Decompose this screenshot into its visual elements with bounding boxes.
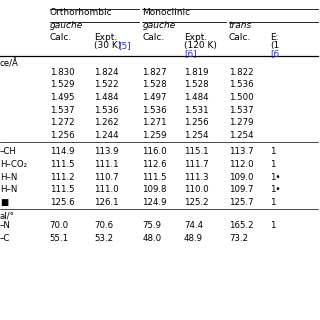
- Text: 125.6: 125.6: [50, 198, 74, 207]
- Text: 1.484: 1.484: [94, 93, 119, 102]
- Text: gauche: gauche: [50, 20, 83, 29]
- Text: (1: (1: [270, 41, 280, 50]
- Text: 1.819: 1.819: [184, 68, 209, 77]
- Text: 70.6: 70.6: [94, 221, 114, 230]
- Text: 1.531: 1.531: [184, 106, 209, 115]
- Text: 1: 1: [270, 160, 276, 169]
- Text: 114.9: 114.9: [50, 147, 74, 156]
- Text: 48.9: 48.9: [184, 234, 203, 243]
- Text: 111.0: 111.0: [94, 185, 119, 194]
- Text: ■: ■: [0, 198, 8, 207]
- Text: 111.5: 111.5: [50, 185, 74, 194]
- Text: 1.497: 1.497: [142, 93, 167, 102]
- Text: 1.822: 1.822: [229, 68, 253, 77]
- Text: 125.7: 125.7: [229, 198, 253, 207]
- Text: 113.9: 113.9: [94, 147, 119, 156]
- Text: 111.7: 111.7: [184, 160, 209, 169]
- Text: 1: 1: [270, 147, 276, 156]
- Text: 75.9: 75.9: [142, 221, 161, 230]
- Text: 1.537: 1.537: [229, 106, 253, 115]
- Text: 70.0: 70.0: [50, 221, 69, 230]
- Text: 1.495: 1.495: [50, 93, 74, 102]
- Text: 55.1: 55.1: [50, 234, 69, 243]
- Text: 126.1: 126.1: [94, 198, 119, 207]
- Text: 1.528: 1.528: [142, 81, 167, 90]
- Text: 125.2: 125.2: [184, 198, 209, 207]
- Text: [6: [6: [270, 50, 280, 59]
- Text: 1.529: 1.529: [50, 81, 74, 90]
- Text: 1•: 1•: [270, 172, 281, 181]
- Text: 1.259: 1.259: [142, 131, 167, 140]
- Text: 1.536: 1.536: [142, 106, 167, 115]
- Text: 1.500: 1.500: [229, 93, 253, 102]
- Text: 1.827: 1.827: [142, 68, 167, 77]
- Text: 112.6: 112.6: [142, 160, 167, 169]
- Text: 111.5: 111.5: [142, 172, 167, 181]
- Text: al/°: al/°: [0, 212, 15, 221]
- Text: H–N: H–N: [0, 185, 17, 194]
- Text: 1.254: 1.254: [229, 131, 253, 140]
- Text: 1: 1: [270, 221, 276, 230]
- Text: 165.2: 165.2: [229, 221, 253, 230]
- Text: –C: –C: [0, 234, 10, 243]
- Text: 53.2: 53.2: [94, 234, 114, 243]
- Text: 73.2: 73.2: [229, 234, 248, 243]
- Text: 1.824: 1.824: [94, 68, 119, 77]
- Text: –N: –N: [0, 221, 11, 230]
- Text: 48.0: 48.0: [142, 234, 162, 243]
- Text: 111.2: 111.2: [50, 172, 74, 181]
- Text: [6]: [6]: [184, 50, 197, 59]
- Text: (30 K): (30 K): [94, 41, 124, 50]
- Text: [5]: [5]: [118, 41, 131, 50]
- Text: 112.0: 112.0: [229, 160, 253, 169]
- Text: H–N: H–N: [0, 172, 17, 181]
- Text: 1.484: 1.484: [184, 93, 209, 102]
- Text: Monoclinic: Monoclinic: [142, 8, 190, 17]
- Text: ce/Å: ce/Å: [0, 60, 19, 69]
- Text: Calc.: Calc.: [229, 33, 251, 42]
- Text: 1.537: 1.537: [50, 106, 74, 115]
- Text: 113.7: 113.7: [229, 147, 253, 156]
- Text: 1.272: 1.272: [50, 118, 74, 127]
- Text: 1•: 1•: [270, 185, 281, 194]
- Text: 1.256: 1.256: [184, 118, 209, 127]
- Text: 1.830: 1.830: [50, 68, 74, 77]
- Text: H–CO₂: H–CO₂: [0, 160, 27, 169]
- Text: 1: 1: [270, 198, 276, 207]
- Text: 116.0: 116.0: [142, 147, 167, 156]
- Text: 115.1: 115.1: [184, 147, 209, 156]
- Text: Calc.: Calc.: [142, 33, 165, 42]
- Text: 1.536: 1.536: [94, 106, 119, 115]
- Text: 1.279: 1.279: [229, 118, 253, 127]
- Text: (120 K): (120 K): [184, 41, 217, 50]
- Text: Expt.: Expt.: [184, 33, 207, 42]
- Text: 110.0: 110.0: [184, 185, 209, 194]
- Text: 1.244: 1.244: [94, 131, 119, 140]
- Text: 111.5: 111.5: [50, 160, 74, 169]
- Text: 1.528: 1.528: [184, 81, 209, 90]
- Text: 109.0: 109.0: [229, 172, 253, 181]
- Text: 110.7: 110.7: [94, 172, 119, 181]
- Text: E:: E:: [270, 33, 279, 42]
- Text: 1.262: 1.262: [94, 118, 119, 127]
- Text: 1.522: 1.522: [94, 81, 119, 90]
- Text: 74.4: 74.4: [184, 221, 203, 230]
- Text: Expt.: Expt.: [94, 33, 118, 42]
- Text: 111.1: 111.1: [94, 160, 119, 169]
- Text: 124.9: 124.9: [142, 198, 167, 207]
- Text: 111.3: 111.3: [184, 172, 209, 181]
- Text: 109.7: 109.7: [229, 185, 253, 194]
- Text: Calc.: Calc.: [50, 33, 72, 42]
- Text: 1.254: 1.254: [184, 131, 209, 140]
- Text: gauche: gauche: [142, 20, 176, 29]
- Text: 1.256: 1.256: [50, 131, 74, 140]
- Text: 1.536: 1.536: [229, 81, 253, 90]
- Text: trans: trans: [229, 20, 252, 29]
- Text: 109.8: 109.8: [142, 185, 167, 194]
- Text: Orthorhombic: Orthorhombic: [50, 8, 112, 17]
- Text: 1.271: 1.271: [142, 118, 167, 127]
- Text: –CH: –CH: [0, 147, 17, 156]
